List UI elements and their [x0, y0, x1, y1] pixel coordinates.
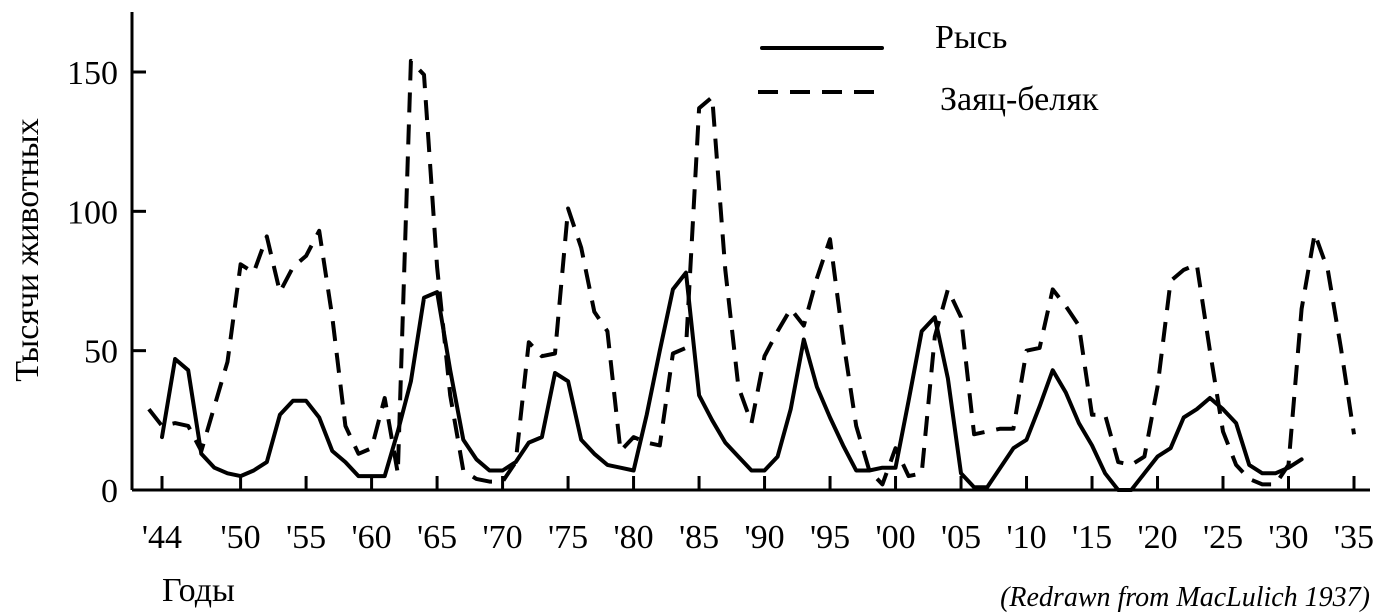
x-tick-label: '00 [875, 519, 915, 556]
x-tick-label: '10 [1006, 519, 1046, 556]
series-line-hare [147, 58, 1356, 487]
x-tick-label: '95 [810, 519, 850, 556]
x-tick-label: '25 [1203, 519, 1243, 556]
x-tick-label: '75 [548, 519, 588, 556]
x-tick-label: '80 [613, 519, 653, 556]
y-axis-label: Тысячи животных [9, 118, 46, 381]
x-tick-label: '44 [142, 519, 182, 556]
series-layer [147, 58, 1356, 492]
x-tick-label: '50 [221, 519, 261, 556]
y-tick-label: 150 [67, 55, 118, 92]
x-axis-label: Годы [162, 572, 235, 609]
axes [130, 12, 1370, 492]
x-tick-label: '35 [1334, 519, 1374, 556]
x-tick-label: '05 [941, 519, 981, 556]
legend-label-lynx: Рысь [935, 19, 1007, 56]
x-tick-label: '30 [1268, 519, 1308, 556]
x-axis-ticks: '44 '50 '55 '60 '65 '70 '75 '80 '85 '90 '95 '00 '05 '… [142, 476, 1374, 556]
y-tick-label: 100 [67, 194, 118, 231]
x-tick-label: '90 [744, 519, 784, 556]
y-tick-label: 0 [101, 473, 118, 510]
source-note: (Redrawn from MacLulich 1937) [1000, 582, 1370, 613]
y-axis-ticks: 0 50 100 150 [67, 55, 146, 510]
x-tick-label: '60 [352, 519, 392, 556]
x-tick-label: '70 [483, 519, 523, 556]
series-line-lynx [160, 270, 1304, 492]
x-tick-label: '65 [417, 519, 457, 556]
y-tick-label: 50 [84, 334, 118, 371]
x-tick-label: '85 [679, 519, 719, 556]
x-tick-label: '15 [1072, 519, 1112, 556]
legend-label-hare: Заяц-беляк [940, 81, 1099, 118]
legend: Рысь Заяц-беляк [758, 19, 1099, 118]
x-tick-label: '20 [1137, 519, 1177, 556]
x-tick-label: '55 [286, 519, 326, 556]
